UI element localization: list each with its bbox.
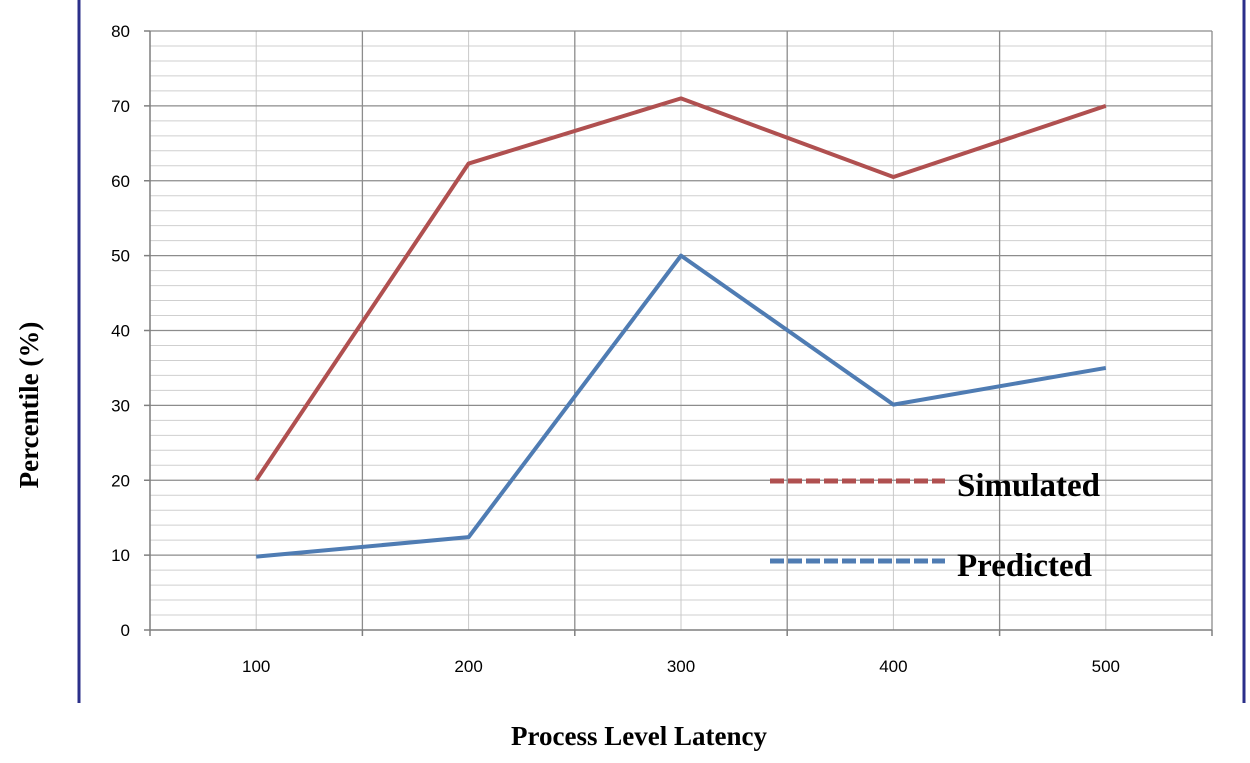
x-tick-label: 300 [667, 657, 695, 676]
y-axis-title: Percentile (%) [14, 322, 44, 489]
y-tick-label: 20 [111, 471, 130, 490]
x-axis-title: Process Level Latency [511, 721, 767, 751]
x-tick-label: 100 [242, 657, 270, 676]
series-lines [254, 96, 1107, 559]
y-tick-label: 80 [111, 22, 130, 41]
y-tick-label: 30 [111, 396, 130, 415]
axes [144, 30, 1213, 636]
x-tick-label: 500 [1092, 657, 1120, 676]
x-tick-label: 400 [879, 657, 907, 676]
legend: Simulated Predicted [770, 468, 1100, 584]
y-tick-label: 0 [121, 621, 130, 640]
legend-label-predicted: Predicted [957, 548, 1092, 584]
y-tick-label: 40 [111, 322, 130, 341]
y-tick-label: 60 [111, 172, 130, 191]
y-tick-label: 10 [111, 546, 130, 565]
minor-gridlines [150, 31, 1212, 630]
legend-label-simulated: Simulated [957, 468, 1100, 504]
x-tick-labels: 100 200 300 400 500 [242, 657, 1120, 676]
y-tick-labels: 0 10 20 30 40 50 60 70 80 [111, 22, 130, 640]
y-tick-label: 50 [111, 247, 130, 266]
y-tick-label: 70 [111, 97, 130, 116]
x-tick-label: 200 [454, 657, 482, 676]
